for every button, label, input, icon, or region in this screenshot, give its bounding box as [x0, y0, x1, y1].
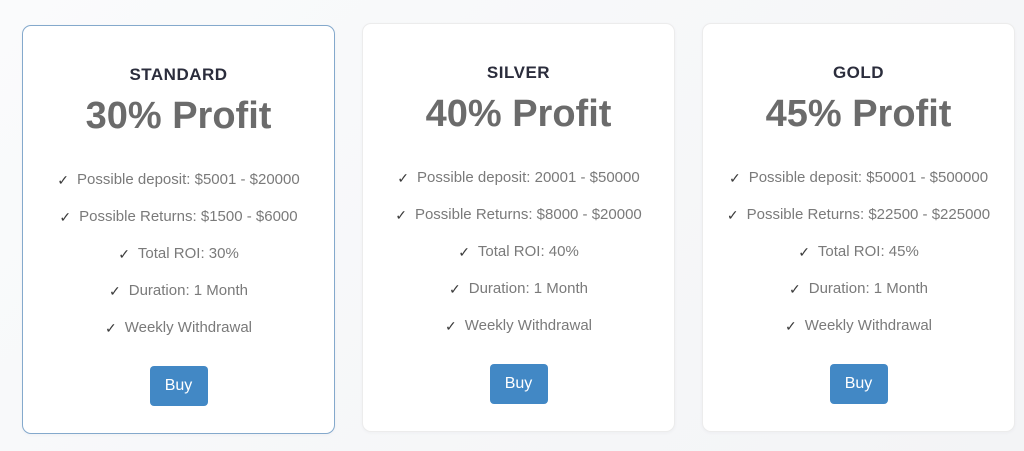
buy-button-standard[interactable]: Buy [149, 366, 208, 406]
feature-text: Total ROI: 30% [137, 245, 239, 262]
check-icon: ✓ [397, 170, 410, 186]
check-icon: ✓ [449, 281, 461, 297]
feature-item: ✓ Possible deposit: 20001 - $50000 [395, 169, 642, 187]
feature-item: ✓ Weekly Withdrawal [395, 317, 642, 335]
check-icon: ✓ [798, 244, 810, 260]
plan-card-gold: GOLD 45% Profit ✓ Possible deposit: $500… [702, 23, 1015, 432]
feature-list: ✓ Possible deposit: $5001 - $20000 ✓ Pos… [57, 171, 299, 356]
check-icon: ✓ [109, 283, 121, 299]
feature-text: Possible Returns: $8000 - $20000 [414, 206, 642, 223]
feature-text: Duration: 1 Month [468, 280, 588, 297]
feature-item: ✓ Duration: 1 Month [395, 280, 642, 298]
check-icon: ✓ [458, 244, 470, 260]
feature-item: ✓ Duration: 1 Month [727, 280, 990, 298]
feature-item: ✓ Possible Returns: $8000 - $20000 [395, 206, 642, 224]
check-icon: ✓ [785, 318, 797, 334]
check-icon: ✓ [118, 246, 130, 262]
feature-item: ✓ Possible Returns: $1500 - $6000 [57, 208, 299, 226]
check-icon: ✓ [59, 209, 72, 225]
feature-text: Total ROI: 40% [477, 243, 579, 260]
feature-text: Duration: 1 Month [128, 282, 248, 299]
plan-title: GOLD [832, 63, 885, 82]
feature-text: Duration: 1 Month [808, 280, 928, 297]
feature-text: Weekly Withdrawal [464, 317, 592, 334]
buy-button-gold[interactable]: Buy [829, 364, 888, 404]
feature-text: Possible Returns: $1500 - $6000 [79, 208, 298, 225]
plan-profit: 45% Profit [765, 93, 952, 135]
feature-text: Total ROI: 45% [817, 243, 919, 260]
feature-list: ✓ Possible deposit: 20001 - $50000 ✓ Pos… [395, 169, 642, 354]
plan-card-silver: SILVER 40% Profit ✓ Possible deposit: 20… [362, 23, 675, 432]
feature-item: ✓ Possible deposit: $50001 - $500000 [727, 169, 990, 187]
check-icon: ✓ [789, 281, 801, 297]
feature-text: Possible deposit: $50001 - $500000 [748, 169, 989, 186]
feature-text: Weekly Withdrawal [124, 319, 252, 336]
check-icon: ✓ [445, 318, 457, 334]
feature-item: ✓ Duration: 1 Month [57, 282, 299, 300]
feature-item: ✓ Total ROI: 45% [727, 243, 990, 261]
check-icon: ✓ [728, 170, 741, 186]
plan-title: STANDARD [129, 65, 228, 84]
check-icon: ✓ [105, 320, 117, 336]
plan-profit: 40% Profit [425, 93, 612, 135]
feature-item: ✓ Possible Returns: $22500 - $225000 [727, 206, 990, 224]
feature-item: ✓ Weekly Withdrawal [727, 317, 990, 335]
buy-button-silver[interactable]: Buy [489, 364, 548, 404]
feature-item: ✓ Total ROI: 30% [57, 245, 299, 263]
feature-text: Possible Returns: $22500 - $225000 [746, 206, 991, 223]
pricing-plans-row: STANDARD 30% Profit ✓ Possible deposit: … [22, 23, 1015, 434]
feature-text: Possible deposit: 20001 - $50000 [417, 169, 640, 186]
feature-item: ✓ Total ROI: 40% [395, 243, 642, 261]
plan-title: SILVER [486, 63, 551, 82]
feature-text: Possible deposit: $5001 - $20000 [77, 171, 300, 188]
feature-text: Weekly Withdrawal [804, 317, 932, 334]
check-icon: ✓ [57, 172, 70, 188]
feature-item: ✓ Weekly Withdrawal [57, 319, 299, 337]
plan-profit: 30% Profit [85, 95, 272, 137]
feature-item: ✓ Possible deposit: $5001 - $20000 [57, 171, 299, 189]
plan-card-standard: STANDARD 30% Profit ✓ Possible deposit: … [22, 25, 335, 434]
feature-list: ✓ Possible deposit: $50001 - $500000 ✓ P… [727, 169, 990, 354]
check-icon: ✓ [395, 207, 407, 223]
check-icon: ✓ [726, 207, 739, 223]
